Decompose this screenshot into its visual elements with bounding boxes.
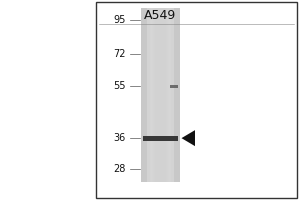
Bar	[152, 8, 169, 182]
Bar	[150, 8, 171, 182]
Bar	[154, 8, 167, 182]
Bar	[141, 8, 180, 182]
Bar	[152, 8, 169, 182]
Polygon shape	[182, 130, 195, 146]
Bar	[150, 8, 171, 182]
Bar	[150, 8, 171, 182]
Text: 28: 28	[114, 164, 126, 174]
Bar	[96, 2, 297, 198]
Bar	[154, 8, 167, 182]
Text: 72: 72	[113, 49, 126, 59]
Bar	[154, 8, 167, 182]
Bar	[143, 136, 178, 141]
Text: A549: A549	[144, 9, 177, 22]
Bar	[153, 8, 168, 182]
Bar	[155, 8, 166, 182]
Bar	[151, 8, 170, 182]
Text: 55: 55	[113, 81, 126, 91]
Bar	[151, 8, 170, 182]
Bar	[154, 8, 166, 182]
Text: 95: 95	[114, 15, 126, 25]
Bar	[152, 8, 169, 182]
Bar	[170, 85, 178, 88]
Bar	[153, 8, 168, 182]
Bar	[152, 8, 169, 182]
Bar	[151, 8, 170, 182]
Bar	[153, 8, 168, 182]
Bar	[152, 8, 169, 182]
Bar	[154, 8, 167, 182]
Text: 36: 36	[114, 133, 126, 143]
Bar	[147, 8, 174, 182]
